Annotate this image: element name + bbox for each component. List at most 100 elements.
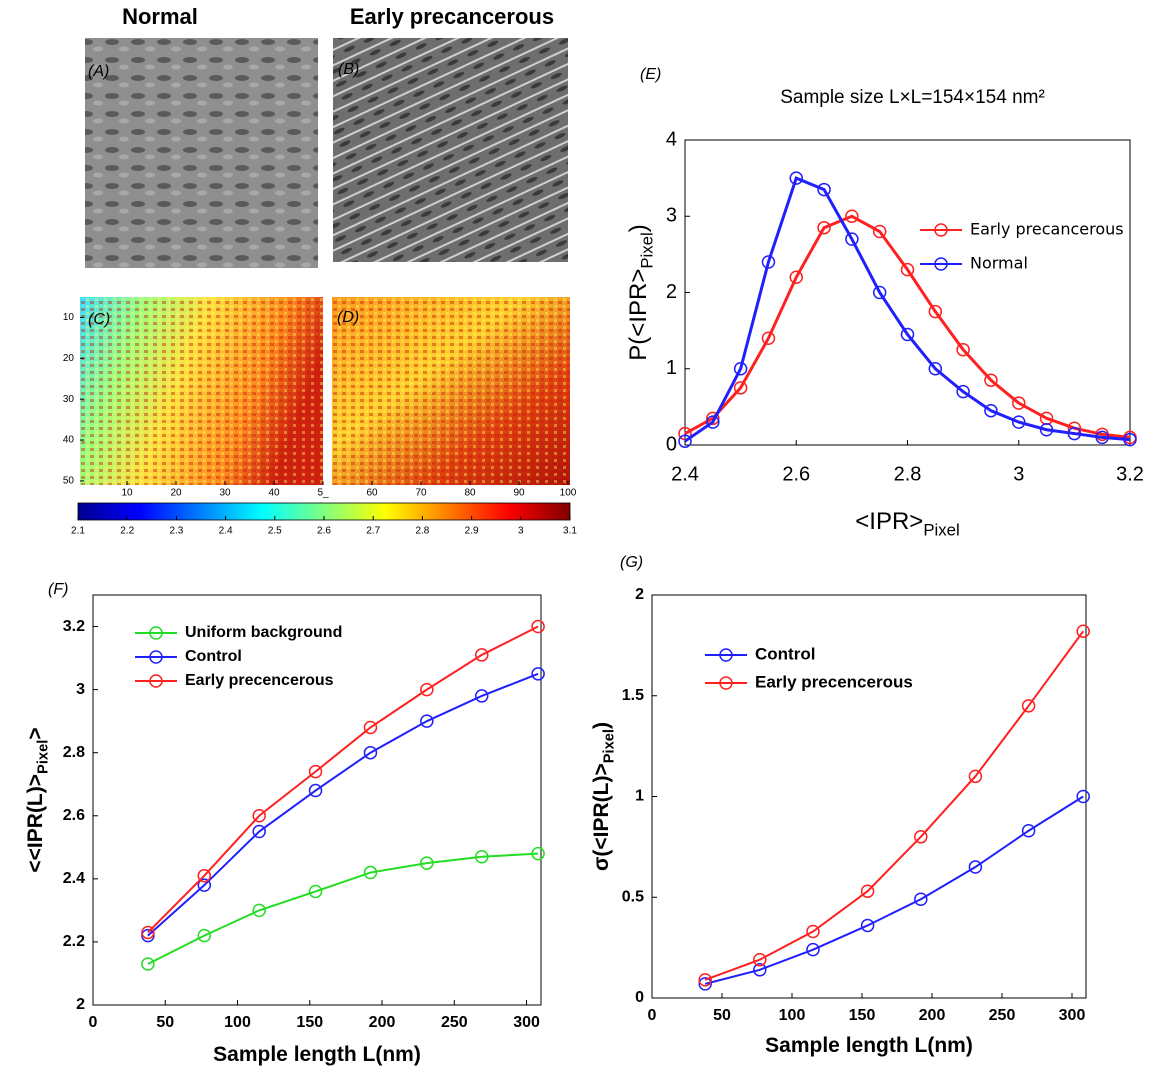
colorbar-tick-label: 2.4 bbox=[219, 526, 233, 537]
x-tick-label: 2.6 bbox=[782, 463, 810, 485]
data-point bbox=[956, 384, 970, 399]
y-tick-label: 1 bbox=[635, 788, 644, 805]
data-point bbox=[420, 856, 434, 870]
panel-label: (D) bbox=[337, 309, 359, 326]
series-line bbox=[704, 630, 1085, 981]
axis-label: P(<IPR>Pixel) bbox=[625, 224, 656, 360]
x-tick-label: 3.2 bbox=[1116, 463, 1144, 485]
y-tick-label: 2.2 bbox=[63, 933, 85, 950]
label-tail: ) bbox=[590, 722, 613, 729]
data-point bbox=[197, 868, 212, 883]
y-tick-label: 0 bbox=[635, 989, 644, 1006]
data-point bbox=[308, 764, 323, 779]
y-tick-label: 2.6 bbox=[63, 807, 85, 824]
label-subscript: Pixel bbox=[601, 729, 617, 763]
colorbar-tick-label: 2.8 bbox=[415, 526, 429, 537]
axis-label: σ(<IPR(L)>Pixel) bbox=[590, 722, 618, 871]
legend-label: Control bbox=[755, 644, 815, 663]
data-point bbox=[1067, 426, 1082, 441]
y-tick-label: 1.5 bbox=[622, 687, 644, 704]
data-point bbox=[698, 977, 712, 991]
series-line bbox=[147, 672, 539, 937]
x-tick-label: 2.8 bbox=[894, 463, 922, 485]
data-point bbox=[845, 209, 859, 223]
label-subscript: Pixel bbox=[638, 232, 657, 268]
label-text: Sample length L(nm) bbox=[213, 1043, 421, 1066]
y-tick-label: 3 bbox=[666, 205, 677, 227]
data-point bbox=[1012, 415, 1026, 429]
data-point bbox=[968, 769, 983, 784]
data-point bbox=[1123, 432, 1137, 447]
micrograph-precancerous bbox=[333, 38, 568, 262]
plot-frame bbox=[684, 139, 1131, 446]
label-tail: > bbox=[24, 727, 47, 739]
x-tick-label: 10 bbox=[121, 488, 133, 499]
x-tick-label: 40 bbox=[268, 488, 280, 499]
y-tick-label: 20 bbox=[63, 353, 75, 364]
data-point bbox=[420, 714, 434, 728]
data-point bbox=[1095, 430, 1109, 445]
data-point bbox=[197, 878, 212, 892]
data-point bbox=[806, 924, 820, 939]
data-point bbox=[817, 220, 831, 235]
axis-label: <<IPR(L)>Pixel> bbox=[24, 727, 52, 872]
data-point bbox=[928, 362, 943, 376]
data-point bbox=[860, 884, 875, 898]
data-point bbox=[1039, 423, 1054, 437]
y-tick-label: 2 bbox=[666, 281, 677, 303]
data-point bbox=[141, 957, 155, 971]
x-tick-label: 50 bbox=[713, 1007, 731, 1024]
data-point bbox=[474, 850, 489, 864]
x-tick-label: 30 bbox=[219, 488, 231, 499]
data-point bbox=[706, 411, 720, 426]
data-point bbox=[1076, 624, 1090, 639]
colorbar-tick-label: 2.2 bbox=[120, 526, 134, 537]
legend-marker bbox=[719, 648, 733, 662]
legend-marker bbox=[149, 626, 163, 640]
label-subscript: Pixel bbox=[35, 740, 51, 774]
x-tick-label: 80 bbox=[464, 488, 476, 499]
x-tick-label: 250 bbox=[441, 1014, 468, 1031]
data-point bbox=[928, 304, 943, 319]
data-point bbox=[761, 255, 776, 269]
x-tick-label: 5_ bbox=[317, 488, 329, 499]
x-tick-label: 70 bbox=[415, 488, 427, 499]
axis-label: Sample length L(nm) bbox=[213, 1043, 421, 1066]
x-tick-label: 0 bbox=[648, 1007, 657, 1024]
data-point bbox=[363, 745, 378, 760]
y-tick-label: 3.2 bbox=[63, 618, 85, 635]
data-point bbox=[474, 689, 489, 703]
data-point bbox=[474, 648, 489, 662]
colorbar-tick-label: 2.1 bbox=[71, 526, 85, 537]
data-point bbox=[872, 224, 887, 239]
label-text: <<IPR(L)> bbox=[24, 774, 47, 873]
y-tick-label: 10 bbox=[63, 312, 75, 323]
series-line bbox=[147, 625, 539, 934]
colorbar-tick-label: 2.5 bbox=[268, 526, 282, 537]
series-line bbox=[684, 176, 1131, 443]
data-point bbox=[363, 865, 378, 880]
x-tick-label: 150 bbox=[849, 1007, 876, 1024]
series-line bbox=[684, 214, 1131, 439]
data-point bbox=[789, 171, 803, 185]
legend-marker bbox=[719, 676, 733, 690]
colorbar-tick-label: 2.6 bbox=[317, 526, 331, 537]
data-point bbox=[1076, 789, 1090, 804]
data-point bbox=[1021, 699, 1036, 713]
series-line bbox=[704, 795, 1084, 985]
legend-label: Normal bbox=[970, 254, 1028, 273]
colorbar-tick-label: 2.9 bbox=[465, 526, 479, 537]
data-point bbox=[1012, 396, 1026, 410]
ipr-map-texture bbox=[332, 297, 570, 485]
label-text: P(<IPR> bbox=[625, 269, 652, 361]
x-tick-label: 250 bbox=[989, 1007, 1016, 1024]
plot-frame bbox=[92, 594, 542, 1006]
data-point bbox=[806, 942, 820, 957]
data-point bbox=[678, 434, 692, 448]
x-tick-label: 3 bbox=[1013, 463, 1024, 485]
label-text: Sample length L(nm) bbox=[765, 1034, 973, 1057]
data-point bbox=[698, 973, 712, 987]
panel-label: (C) bbox=[88, 311, 110, 328]
data-point bbox=[531, 619, 545, 634]
